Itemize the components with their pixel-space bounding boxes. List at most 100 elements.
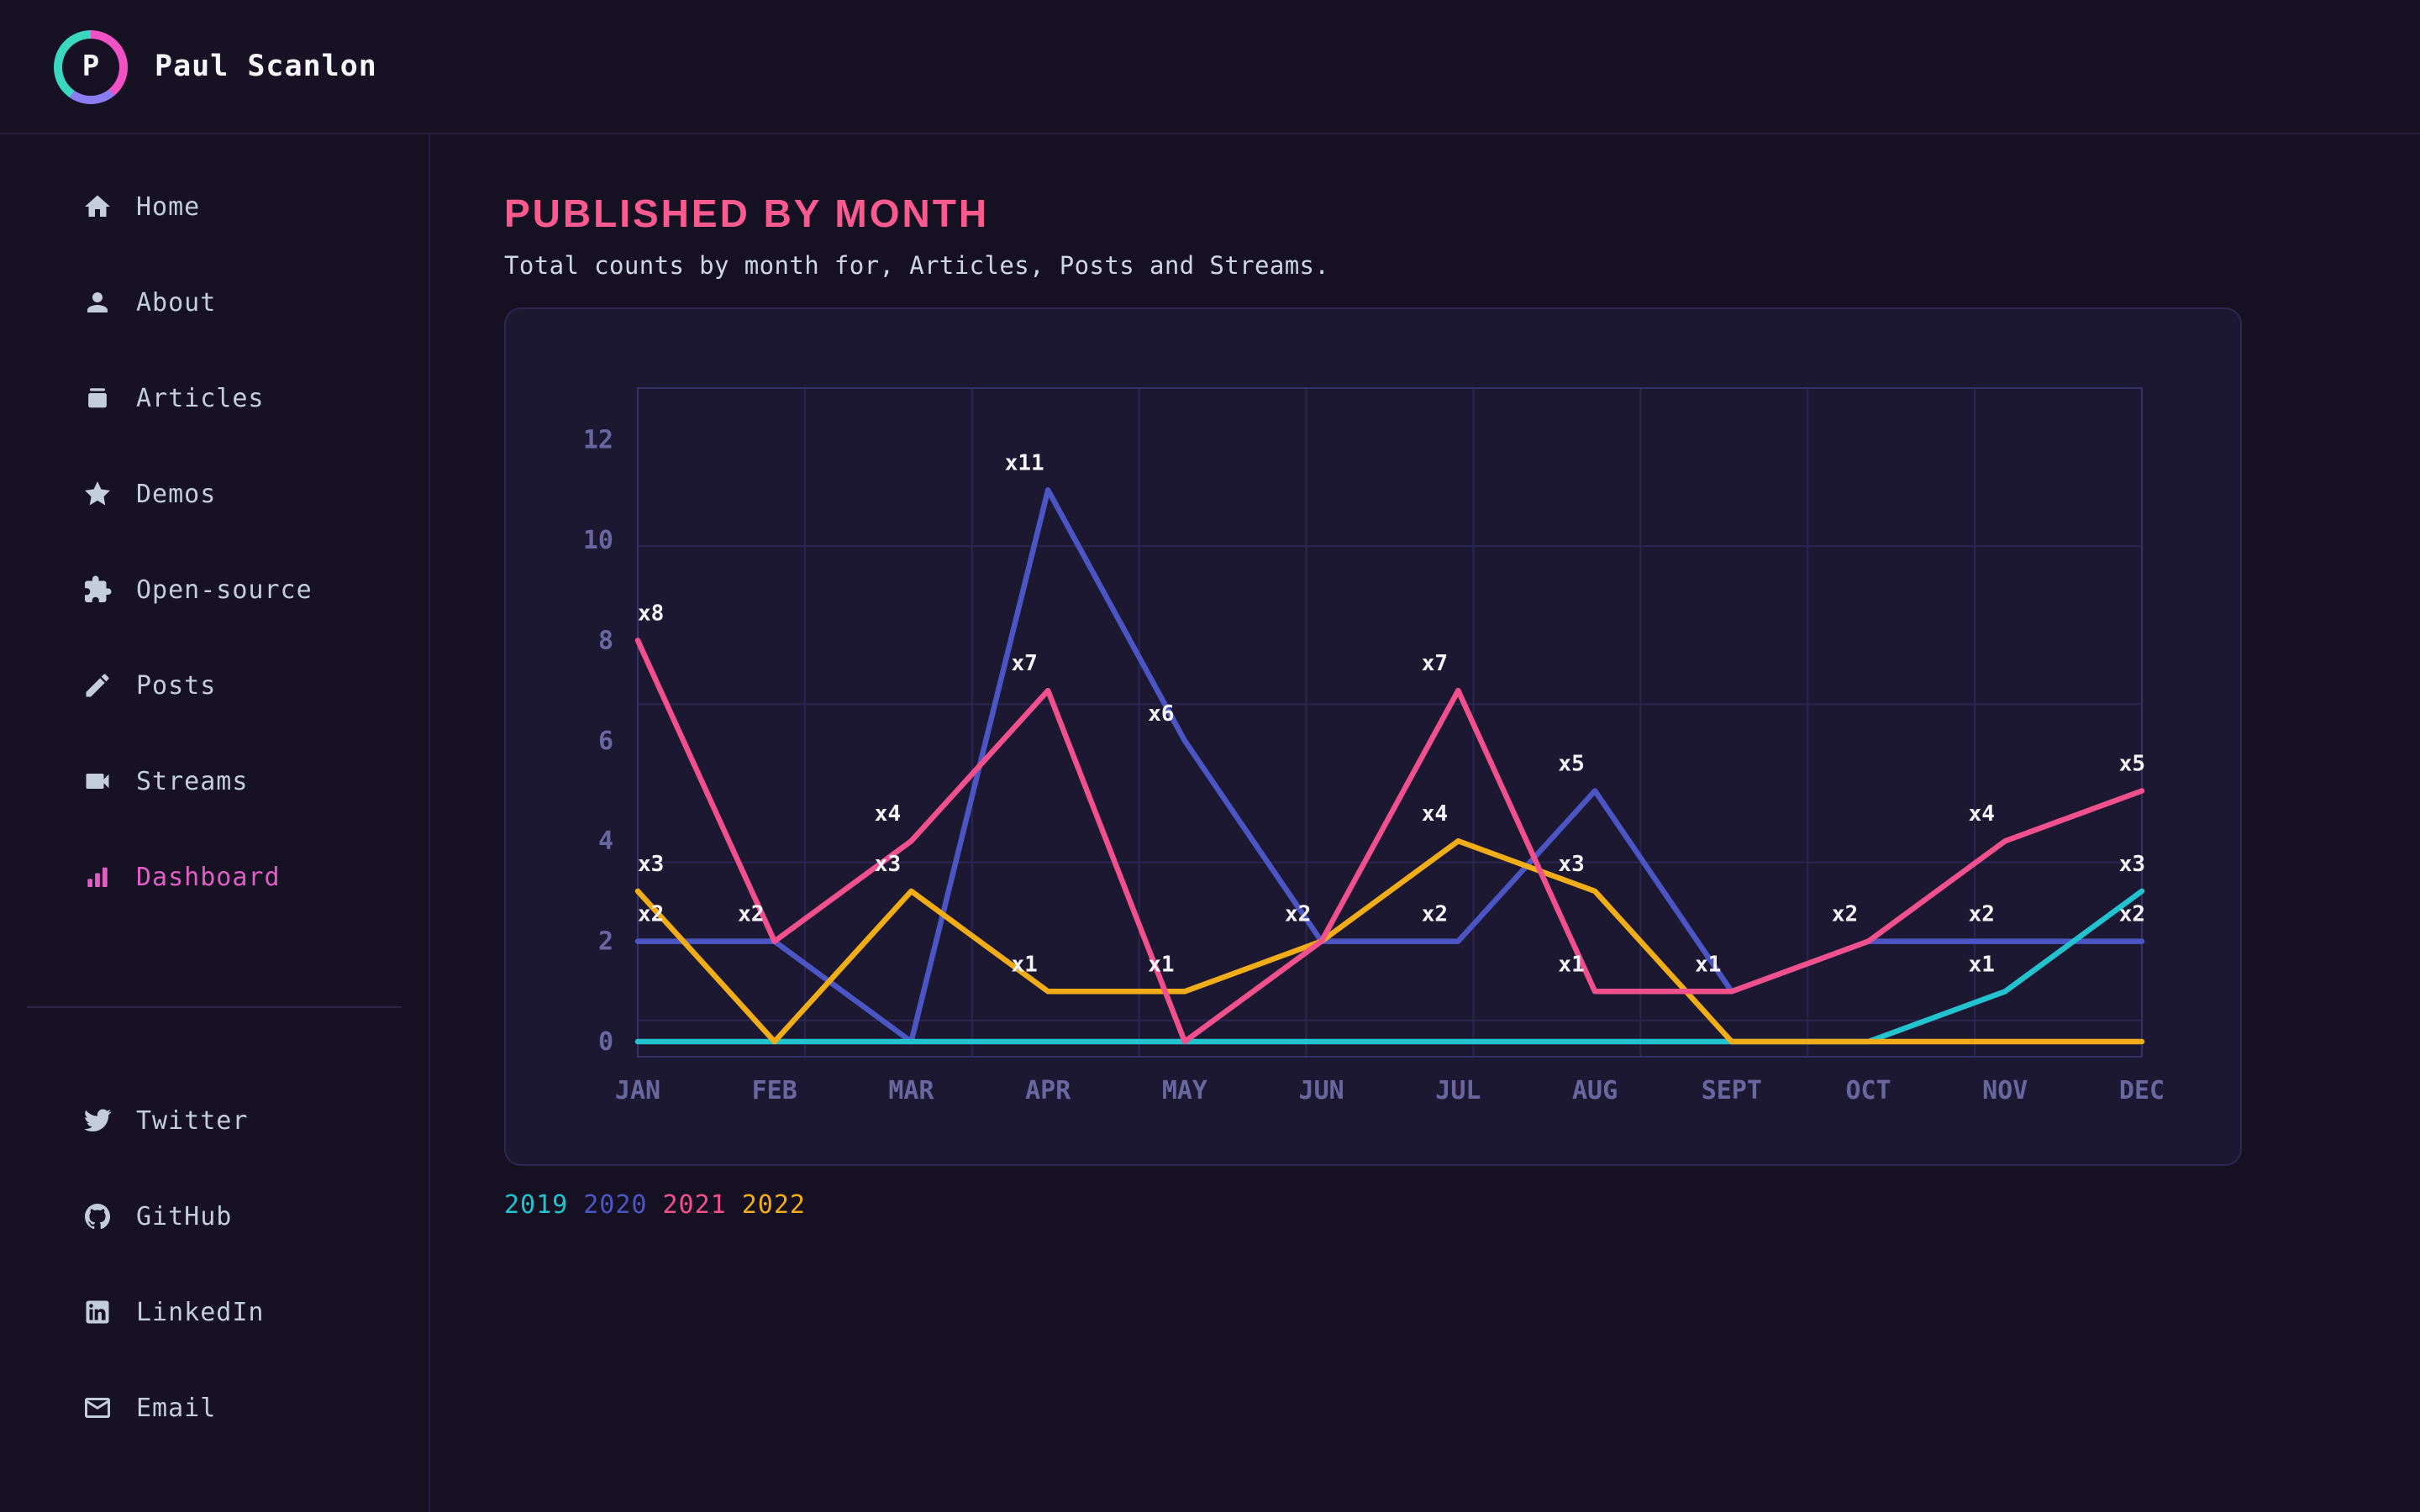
page-subtitle: Total counts by month for, Articles, Pos… — [504, 254, 1330, 281]
y-tick-label: 0 — [598, 1027, 613, 1057]
page-title: PUBLISHED BY MONTH — [504, 192, 990, 235]
sidebar-social: Twitter GitHub LinkedIn Email — [0, 1008, 429, 1455]
point-label: x2 — [2119, 902, 2145, 927]
home-icon — [82, 191, 113, 221]
legend-item-2019: 2019 — [504, 1189, 569, 1220]
sidebar-social-label: LinkedIn — [136, 1296, 265, 1326]
sidebar-item-label: Articles — [136, 382, 265, 412]
person-icon — [82, 286, 113, 317]
x-tick-label: JAN — [615, 1076, 660, 1105]
sidebar-item-label: About — [136, 286, 217, 317]
y-tick-label: 12 — [583, 426, 613, 455]
series-line-2022 — [634, 837, 2145, 1045]
sidebar-item-label: Streams — [136, 765, 249, 795]
site-header: P Paul Scanlon — [0, 0, 2420, 134]
y-tick-label: 8 — [598, 626, 613, 655]
sidebar-item-articles[interactable]: Articles — [0, 349, 429, 445]
sidebar-item-streams[interactable]: Streams — [0, 732, 429, 828]
sidebar-item-label: Dashboard — [136, 861, 281, 891]
point-label: x5 — [2119, 752, 2145, 777]
point-label: x1 — [1969, 952, 1995, 977]
x-tick-label: NOV — [1982, 1076, 2028, 1105]
legend-item-2020: 2020 — [583, 1189, 648, 1220]
point-label: x2 — [638, 902, 664, 927]
point-label: x1 — [1558, 952, 1584, 977]
x-tick-label: MAR — [888, 1076, 934, 1105]
sidebar-item-label: Home — [136, 191, 201, 221]
point-label: x2 — [1832, 902, 1858, 927]
chart-panel: 12 10 8 6 4 2 0 JAN FEB MAR APR MAY JUN JUL AUG SEPT OCT… — [504, 307, 2242, 1166]
y-tick-label: 6 — [598, 727, 613, 756]
x-tick-label: JUL — [1435, 1076, 1481, 1105]
point-label: x3 — [2119, 852, 2145, 877]
plot-border — [637, 387, 2143, 1058]
sidebar-item-label: Demos — [136, 478, 217, 508]
sidebar-item-label: Open-source — [136, 574, 313, 604]
twitter-icon — [82, 1105, 113, 1135]
avatar-initial: P — [62, 38, 119, 95]
point-label: x8 — [638, 601, 664, 626]
sidebar-item-open-source[interactable]: Open-source — [0, 541, 429, 637]
sidebar-social-linkedin[interactable]: LinkedIn — [0, 1263, 429, 1359]
email-icon — [82, 1392, 113, 1422]
x-tick-label: FEB — [752, 1076, 797, 1105]
y-tick-label: 2 — [598, 927, 613, 957]
x-tick-label: AUG — [1572, 1076, 1618, 1105]
sidebar-social-label: GitHub — [136, 1200, 233, 1231]
y-tick-label: 10 — [583, 526, 613, 555]
point-label: x7 — [1422, 651, 1448, 676]
sidebar: Home About Articles Demos Open-source Posts St… — [0, 134, 430, 1512]
legend-item-2021: 2021 — [662, 1189, 727, 1220]
point-label: x3 — [875, 852, 901, 877]
x-tick-label: SEPT — [1702, 1076, 1762, 1105]
x-tick-label: DEC — [2119, 1076, 2165, 1105]
point-label: x4 — [875, 801, 901, 827]
point-label: x4 — [1969, 801, 1995, 827]
point-label: x2 — [738, 902, 764, 927]
point-label: x2 — [1969, 902, 1995, 927]
github-icon — [82, 1200, 113, 1231]
sidebar-divider — [27, 1006, 402, 1008]
sidebar-social-label: Email — [136, 1392, 217, 1422]
legend-item-2022: 2022 — [741, 1189, 806, 1220]
sidebar-social-email[interactable]: Email — [0, 1359, 429, 1455]
x-axis-labels: JAN FEB MAR APR MAY JUN JUL AUG SEPT OCT NOV DEC — [615, 1076, 2165, 1105]
point-label: x1 — [1695, 952, 1721, 977]
sidebar-item-label: Posts — [136, 669, 217, 700]
y-tick-label: 4 — [598, 827, 613, 856]
x-tick-label: JUN — [1299, 1076, 1344, 1105]
sidebar-item-dashboard[interactable]: Dashboard — [0, 828, 429, 924]
point-label: x2 — [1422, 902, 1448, 927]
sidebar-social-twitter[interactable]: Twitter — [0, 1072, 429, 1168]
sidebar-item-about[interactable]: About — [0, 254, 429, 349]
y-axis-labels: 12 10 8 6 4 2 0 — [583, 426, 613, 1057]
avatar[interactable]: P — [54, 29, 128, 103]
sidebar-nav: Home About Articles Demos Open-source Posts St… — [0, 158, 429, 924]
sidebar-item-demos[interactable]: Demos — [0, 445, 429, 541]
sidebar-item-home[interactable]: Home — [0, 158, 429, 254]
sidebar-item-posts[interactable]: Posts — [0, 637, 429, 732]
series-line-2021 — [634, 638, 2145, 1045]
main-content: PUBLISHED BY MONTH Total counts by month… — [430, 134, 2420, 1512]
point-label: x7 — [1012, 651, 1038, 676]
sidebar-social-github[interactable]: GitHub — [0, 1168, 429, 1263]
point-label: x4 — [1422, 801, 1448, 827]
pencil-icon — [82, 669, 113, 700]
x-tick-label: MAY — [1162, 1076, 1207, 1105]
linkedin-icon — [82, 1296, 113, 1326]
site-title: Paul Scanlon — [155, 50, 377, 83]
point-label: x1 — [1012, 952, 1038, 977]
sidebar-social-label: Twitter — [136, 1105, 249, 1135]
video-icon — [82, 765, 113, 795]
point-label: x3 — [1558, 852, 1584, 877]
point-label: x6 — [1148, 701, 1174, 727]
bar-chart-icon — [82, 861, 113, 891]
chart-legend: 2019 2020 2021 2022 — [504, 1189, 2420, 1220]
point-label: x5 — [1558, 752, 1584, 777]
x-tick-label: APR — [1025, 1076, 1071, 1105]
star-icon — [82, 478, 113, 508]
point-label: x3 — [638, 852, 664, 877]
point-label: x2 — [1285, 902, 1311, 927]
